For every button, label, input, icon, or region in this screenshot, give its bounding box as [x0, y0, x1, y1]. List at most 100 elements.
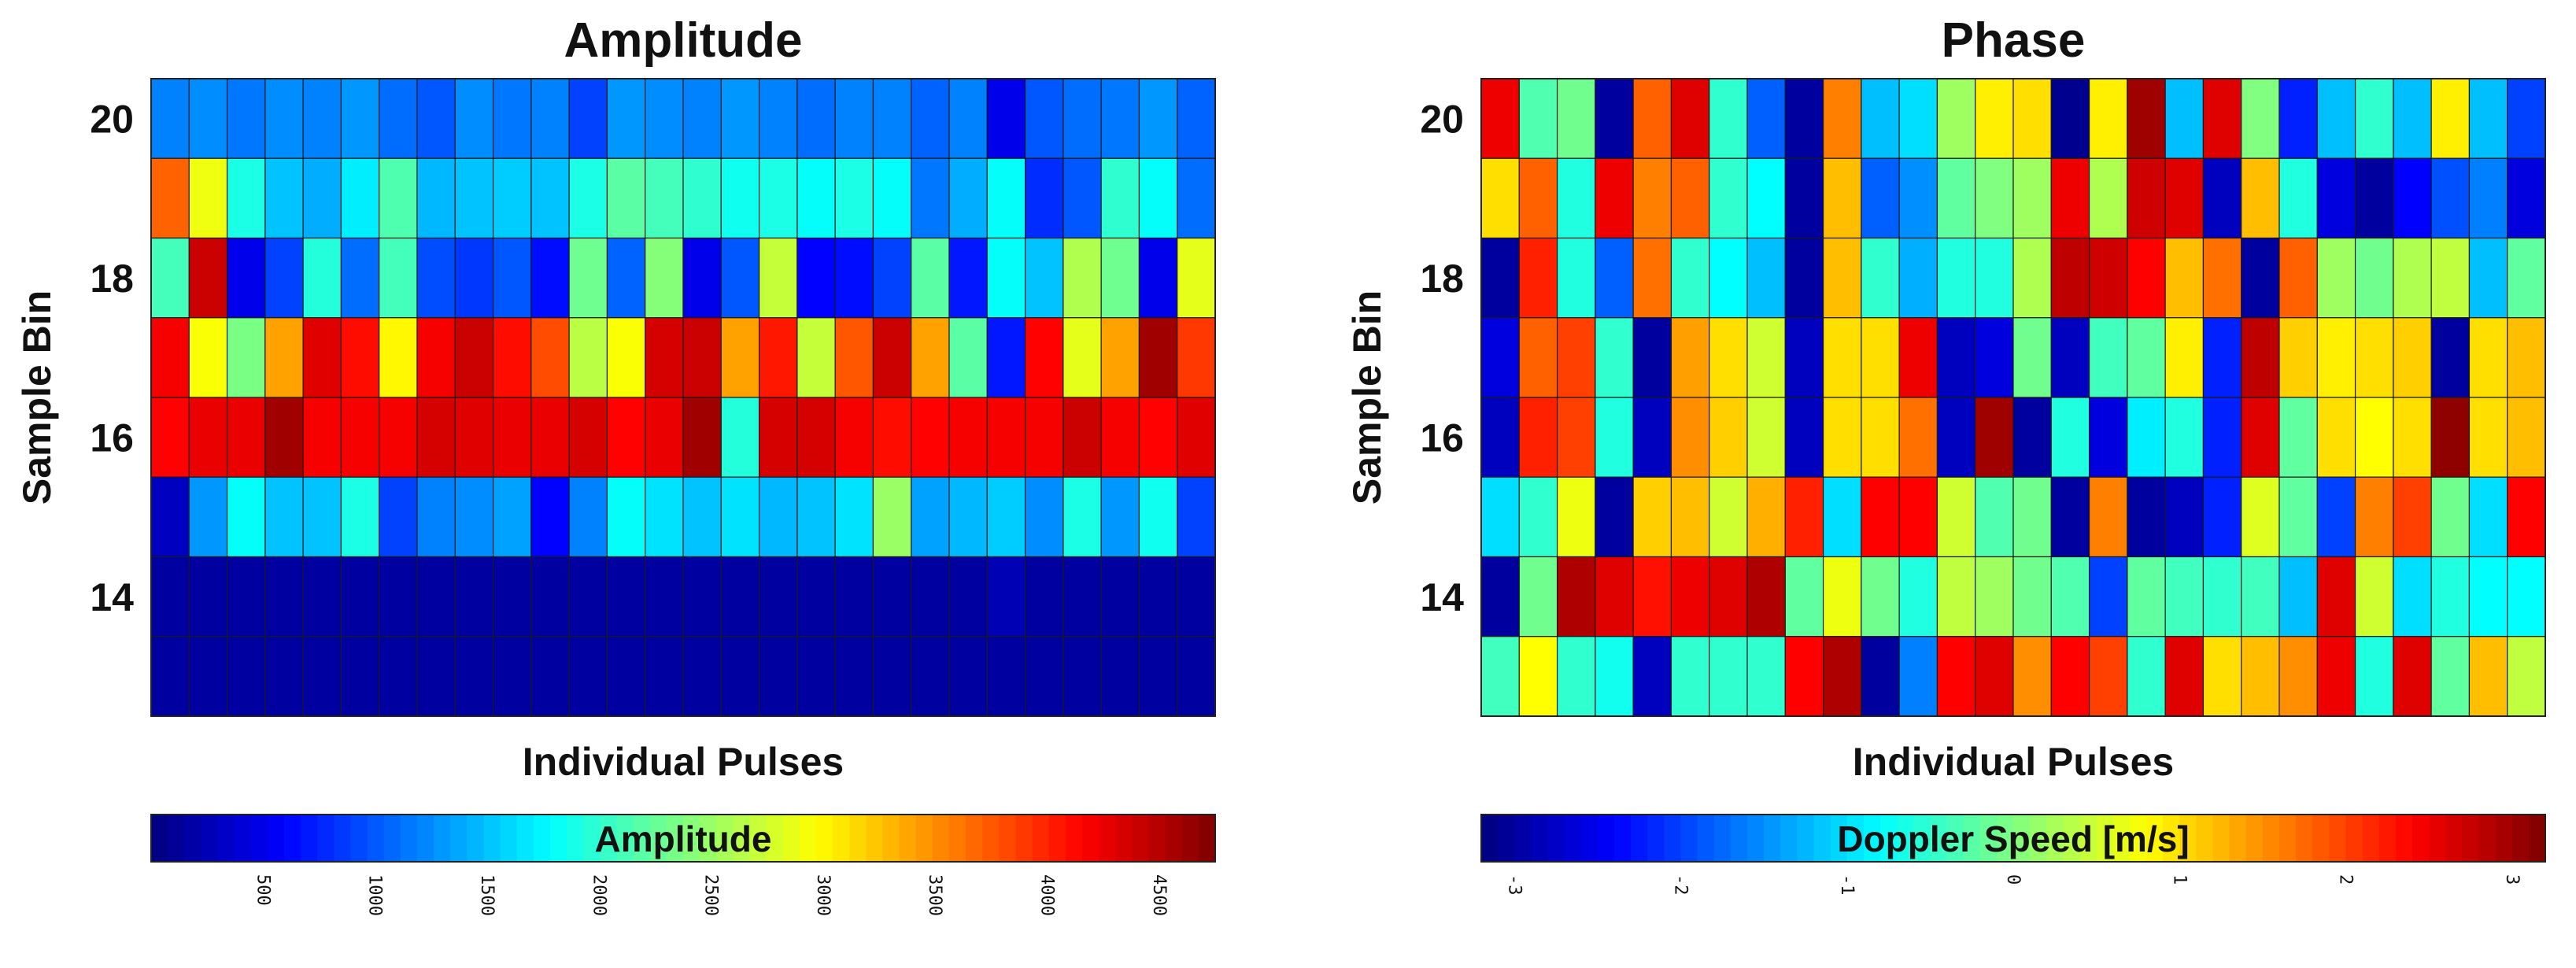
heatmap-cell [2430, 237, 2471, 319]
heatmap-cell [2430, 78, 2471, 159]
heatmap-cell [2278, 636, 2318, 717]
heatmap-cell [1861, 556, 1900, 637]
heatmap-cell [834, 556, 874, 637]
heatmap-cell [264, 317, 304, 398]
heatmap-cell [682, 636, 722, 717]
colorbar-step [1979, 815, 1998, 862]
heatmap-cell [1898, 476, 1938, 558]
heatmap-cell [568, 476, 608, 558]
colorbar-tick-label: -1 [1837, 874, 1857, 896]
heatmap-cell [682, 317, 722, 398]
colorbar-step [700, 815, 717, 862]
colorbar-step [1547, 815, 1565, 862]
heatmap-cell [1709, 78, 1748, 159]
heatmap-cell [340, 476, 380, 558]
heatmap-cell [150, 78, 190, 159]
y-tick-label: 16 [1420, 416, 1464, 460]
heatmap-cell [2468, 237, 2508, 319]
heatmap-cell [682, 476, 722, 558]
colorbar-step [1946, 815, 1964, 862]
heatmap-cell [2088, 636, 2128, 717]
heatmap-cell [1024, 556, 1064, 637]
heatmap-cell [492, 78, 532, 159]
colorbar-step [1481, 815, 1499, 862]
heatmap-cell [1063, 636, 1102, 717]
colorbar-step [417, 815, 434, 862]
colorbar-step [2378, 815, 2397, 862]
heatmap-cell [2278, 78, 2318, 159]
heatmap-cell [379, 397, 418, 478]
heatmap-cell [758, 237, 798, 319]
heatmap-cell [1556, 317, 1596, 398]
colorbar-step [1082, 815, 1100, 862]
amplitude-colorbar-label: Amplitude [595, 818, 772, 859]
colorbar-step [2013, 815, 2031, 862]
colorbar-step [2312, 815, 2330, 862]
heatmap-cell [2012, 237, 2052, 319]
colorbar-tick-label: 3 [2502, 874, 2522, 885]
amplitude-plot-frame [150, 78, 1216, 717]
heatmap-cell [758, 476, 798, 558]
heatmap-cell [1100, 237, 1140, 319]
heatmap-cell [1632, 317, 1672, 398]
heatmap-cell [911, 556, 950, 637]
heatmap-cell [2393, 397, 2432, 478]
heatmap-cell [796, 237, 836, 319]
heatmap-cell [682, 157, 722, 239]
heatmap-cell [1177, 78, 1216, 159]
heatmap-cell [606, 237, 646, 319]
colorbar-tick-label: 4500 [1149, 874, 1169, 916]
heatmap-cell [1480, 78, 1520, 159]
colorbar-step [450, 815, 468, 862]
heatmap-cell [454, 397, 494, 478]
heatmap-cell [1822, 237, 1862, 319]
colorbar-step [500, 815, 518, 862]
heatmap-cell [2088, 78, 2128, 159]
heatmap-cell [2164, 556, 2205, 637]
colorbar-tick-label: 500 [253, 874, 272, 906]
heatmap-cell [758, 157, 798, 239]
colorbar-step [1897, 815, 1914, 862]
heatmap-cell [1746, 78, 1786, 159]
phase-heatmap-cells [1480, 78, 2546, 717]
heatmap-cell [1556, 397, 1596, 478]
colorbar-step [1880, 815, 1898, 862]
heatmap-cell [2354, 237, 2394, 319]
heatmap-cell [1784, 78, 1824, 159]
heatmap-cell [568, 397, 608, 478]
heatmap-cell [1100, 78, 1140, 159]
colorbar-tick-label: 3500 [925, 874, 944, 916]
colorbar-step [334, 815, 352, 862]
heatmap-cell [1518, 636, 1558, 717]
heatmap-cell [1632, 397, 1672, 478]
heatmap-cell [872, 317, 912, 398]
heatmap-cell [2354, 78, 2394, 159]
colorbar-step [533, 815, 551, 862]
colorbar-step [2462, 815, 2480, 862]
heatmap-cell [2050, 556, 2090, 637]
heatmap-cell [188, 237, 228, 319]
heatmap-cell [1822, 157, 1862, 239]
heatmap-cell [2202, 397, 2242, 478]
heatmap-cell [911, 636, 950, 717]
heatmap-cell [302, 78, 342, 159]
heatmap-cell [645, 476, 684, 558]
heatmap-cell [1632, 636, 1672, 717]
colorbar-step [350, 815, 368, 862]
colorbar-step [2429, 815, 2446, 862]
heatmap-cell [2507, 78, 2546, 159]
heatmap-cell [340, 78, 380, 159]
heatmap-cell [340, 397, 380, 478]
heatmap-cell [834, 317, 874, 398]
heatmap-cell [2127, 476, 2166, 558]
heatmap-cell [1480, 317, 1520, 398]
heatmap-cell [1709, 476, 1748, 558]
colorbar-step [949, 815, 966, 862]
heatmap-cell [379, 556, 418, 637]
heatmap-cell [948, 237, 988, 319]
heatmap-cell [1480, 556, 1520, 637]
heatmap-cell [1024, 237, 1064, 319]
colorbar-tick-label: -3 [1504, 874, 1524, 896]
heatmap-cell [1670, 636, 1710, 717]
colorbar-step [1614, 815, 1632, 862]
